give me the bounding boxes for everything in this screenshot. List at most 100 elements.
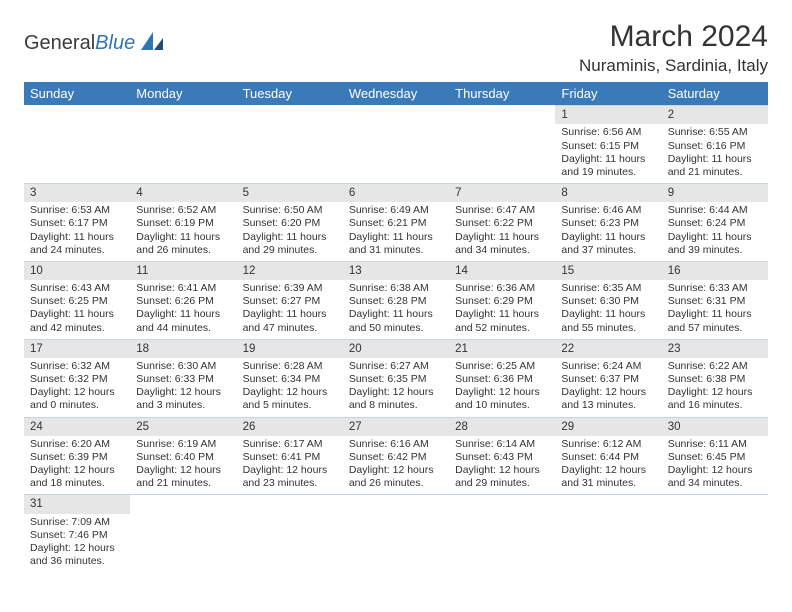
sunset-text: Sunset: 6:42 PM [349,451,443,464]
day-cell: Sunrise: 6:43 AMSunset: 6:25 PMDaylight:… [24,280,130,339]
weekday-header: Tuesday [237,82,343,106]
logo-word1: General [24,32,95,54]
daylight-text: Daylight: 12 hours and 23 minutes. [243,464,337,490]
sunset-text: Sunset: 6:24 PM [668,217,762,230]
day-cell: Sunrise: 6:50 AMSunset: 6:20 PMDaylight:… [237,202,343,261]
sunrise-text: Sunrise: 6:25 AM [455,360,549,373]
sunrise-text: Sunrise: 6:19 AM [136,438,230,451]
sunset-text: Sunset: 6:26 PM [136,295,230,308]
sunrise-text: Sunrise: 6:44 AM [668,204,762,217]
sunrise-text: Sunrise: 6:50 AM [243,204,337,217]
day-number: 14 [449,261,555,280]
day-cell: Sunrise: 6:32 AMSunset: 6:32 PMDaylight:… [24,358,130,417]
daylight-text: Daylight: 11 hours and 19 minutes. [561,153,655,179]
day-cell: Sunrise: 6:14 AMSunset: 6:43 PMDaylight:… [449,436,555,495]
logo-word2: Blue [95,32,135,54]
day-number: 26 [237,417,343,436]
sunrise-text: Sunrise: 6:17 AM [243,438,337,451]
daylight-text: Daylight: 11 hours and 57 minutes. [668,308,762,334]
sunrise-text: Sunrise: 6:53 AM [30,204,124,217]
day-number: 17 [24,339,130,358]
sunrise-text: Sunrise: 6:28 AM [243,360,337,373]
day-number: 11 [130,261,236,280]
sunset-text: Sunset: 7:46 PM [30,529,124,542]
sunrise-text: Sunrise: 6:27 AM [349,360,443,373]
daylight-text: Daylight: 12 hours and 31 minutes. [561,464,655,490]
sunset-text: Sunset: 6:27 PM [243,295,337,308]
day-cell: Sunrise: 6:20 AMSunset: 6:39 PMDaylight:… [24,436,130,495]
daylight-text: Daylight: 11 hours and 52 minutes. [455,308,549,334]
day-cell: Sunrise: 6:16 AMSunset: 6:42 PMDaylight:… [343,436,449,495]
weekday-header: Saturday [662,82,768,106]
daylight-text: Daylight: 11 hours and 50 minutes. [349,308,443,334]
daylight-text: Daylight: 12 hours and 18 minutes. [30,464,124,490]
day-cell: Sunrise: 6:11 AMSunset: 6:45 PMDaylight:… [662,436,768,495]
day-number: 29 [555,417,661,436]
day-number: 25 [130,417,236,436]
empty-cell [343,106,449,125]
sunset-text: Sunset: 6:30 PM [561,295,655,308]
daylight-text: Daylight: 12 hours and 0 minutes. [30,386,124,412]
sunset-text: Sunset: 6:23 PM [561,217,655,230]
logo: GeneralBlue [24,30,165,57]
daylight-text: Daylight: 11 hours and 26 minutes. [136,231,230,257]
sunset-text: Sunset: 6:41 PM [243,451,337,464]
daylight-text: Daylight: 12 hours and 29 minutes. [455,464,549,490]
empty-cell [130,514,236,573]
weekday-header: Friday [555,82,661,106]
day-number: 20 [343,339,449,358]
day-cell: Sunrise: 6:46 AMSunset: 6:23 PMDaylight:… [555,202,661,261]
sunset-text: Sunset: 6:36 PM [455,373,549,386]
logo-text: GeneralBlue [24,32,135,55]
day-number: 12 [237,261,343,280]
empty-cell [662,495,768,514]
daylight-text: Daylight: 11 hours and 39 minutes. [668,231,762,257]
empty-cell [237,514,343,573]
empty-cell [343,514,449,573]
month-title: March 2024 [579,20,768,54]
sunset-text: Sunset: 6:34 PM [243,373,337,386]
sunrise-text: Sunrise: 6:16 AM [349,438,443,451]
daylight-text: Daylight: 12 hours and 8 minutes. [349,386,443,412]
sunset-text: Sunset: 6:19 PM [136,217,230,230]
empty-cell [237,124,343,183]
sunset-text: Sunset: 6:16 PM [668,140,762,153]
sunrise-text: Sunrise: 6:24 AM [561,360,655,373]
day-cell: Sunrise: 6:47 AMSunset: 6:22 PMDaylight:… [449,202,555,261]
day-number: 7 [449,183,555,202]
sunrise-text: Sunrise: 6:36 AM [455,282,549,295]
daylight-text: Daylight: 12 hours and 13 minutes. [561,386,655,412]
daylight-text: Daylight: 12 hours and 21 minutes. [136,464,230,490]
sunrise-text: Sunrise: 6:32 AM [30,360,124,373]
empty-cell [237,495,343,514]
empty-cell [130,106,236,125]
day-cell: Sunrise: 6:19 AMSunset: 6:40 PMDaylight:… [130,436,236,495]
day-cell: Sunrise: 6:35 AMSunset: 6:30 PMDaylight:… [555,280,661,339]
sunrise-text: Sunrise: 6:38 AM [349,282,443,295]
content-row: Sunrise: 6:53 AMSunset: 6:17 PMDaylight:… [24,202,768,261]
sunrise-text: Sunrise: 6:22 AM [668,360,762,373]
day-number: 15 [555,261,661,280]
day-number: 2 [662,106,768,125]
sunset-text: Sunset: 6:21 PM [349,217,443,230]
day-number: 31 [24,495,130,514]
day-cell: Sunrise: 6:44 AMSunset: 6:24 PMDaylight:… [662,202,768,261]
daylight-text: Daylight: 12 hours and 3 minutes. [136,386,230,412]
day-cell: Sunrise: 6:17 AMSunset: 6:41 PMDaylight:… [237,436,343,495]
empty-cell [449,124,555,183]
day-number: 28 [449,417,555,436]
sunrise-text: Sunrise: 6:30 AM [136,360,230,373]
sunrise-text: Sunrise: 6:14 AM [455,438,549,451]
sunset-text: Sunset: 6:45 PM [668,451,762,464]
empty-cell [24,106,130,125]
daylight-text: Daylight: 12 hours and 36 minutes. [30,542,124,568]
daylight-text: Daylight: 12 hours and 10 minutes. [455,386,549,412]
sunrise-text: Sunrise: 6:41 AM [136,282,230,295]
sunset-text: Sunset: 6:25 PM [30,295,124,308]
daylight-text: Daylight: 11 hours and 24 minutes. [30,231,124,257]
content-row: Sunrise: 6:32 AMSunset: 6:32 PMDaylight:… [24,358,768,417]
empty-cell [130,124,236,183]
sunset-text: Sunset: 6:29 PM [455,295,549,308]
sunset-text: Sunset: 6:22 PM [455,217,549,230]
sunrise-text: Sunrise: 6:39 AM [243,282,337,295]
